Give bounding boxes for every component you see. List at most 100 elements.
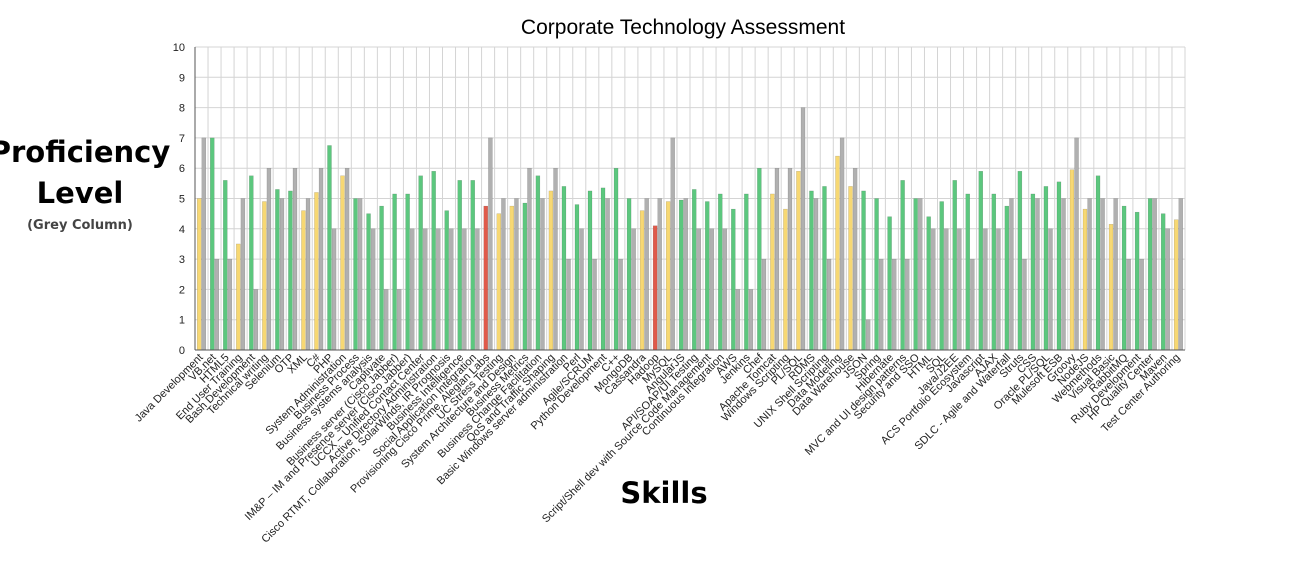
bar-proficiency-58 — [957, 228, 962, 351]
bar-rated-1 — [210, 137, 215, 351]
bar-rated-57 — [939, 201, 944, 351]
bar-rated-40 — [718, 193, 723, 351]
bar-rated-20 — [457, 180, 462, 351]
y-tick-label: 3 — [179, 254, 185, 266]
bar-rated-59 — [965, 193, 970, 351]
bar-proficiency-37 — [683, 198, 688, 351]
bar-rated-69 — [1095, 175, 1101, 351]
bar-rated-56 — [926, 216, 931, 351]
bar-rated-34 — [639, 210, 645, 351]
bar-rated-55 — [913, 198, 918, 351]
bar-proficiency-36 — [670, 137, 675, 351]
bar-rated-7 — [288, 190, 293, 351]
bar-rated-30 — [587, 190, 593, 351]
bar-rated-33 — [626, 198, 632, 351]
bar-proficiency-24 — [514, 198, 519, 351]
bar-rated-58 — [952, 180, 957, 351]
bar-proficiency-14 — [383, 289, 389, 351]
bar-rated-22 — [483, 205, 488, 351]
y-tick-label: 6 — [179, 163, 185, 175]
bar-rated-2 — [223, 180, 228, 351]
bar-proficiency-62 — [1009, 198, 1014, 351]
bar-proficiency-19 — [449, 228, 454, 351]
y-axis-label-note: (Grey Column) — [27, 218, 133, 233]
bar-proficiency-52 — [878, 258, 884, 351]
bar-rated-23 — [496, 213, 502, 351]
bar-proficiency-31 — [605, 198, 610, 351]
bar-proficiency-11 — [344, 167, 350, 351]
bar-rated-54 — [900, 180, 905, 351]
bar-proficiency-47 — [813, 198, 819, 351]
bar-proficiency-61 — [996, 228, 1001, 351]
bar-rated-73 — [1147, 198, 1153, 351]
y-tick-label: 7 — [179, 133, 185, 145]
bar-proficiency-60 — [983, 228, 988, 351]
bar-rated-36 — [665, 201, 671, 351]
bar-rated-14 — [379, 205, 384, 351]
bar-rated-8 — [301, 210, 306, 351]
bar-proficiency-66 — [1061, 198, 1066, 351]
bar-proficiency-0 — [201, 137, 207, 351]
bar-proficiency-17 — [423, 228, 428, 351]
bar-proficiency-40 — [722, 228, 728, 351]
bar-proficiency-50 — [852, 167, 858, 351]
bar-rated-0 — [197, 198, 202, 351]
bar-proficiency-68 — [1087, 198, 1092, 351]
bar-rated-66 — [1056, 181, 1062, 351]
bar-rated-12 — [353, 198, 358, 351]
bar-proficiency-20 — [462, 228, 467, 351]
bar-proficiency-29 — [579, 228, 584, 351]
chart-title: Corporate Technology Assessment — [521, 16, 845, 39]
bar-rated-5 — [262, 201, 267, 351]
bar-rated-50 — [848, 186, 853, 351]
bar-proficiency-10 — [331, 228, 337, 351]
y-axis-label-line2: Level — [37, 176, 124, 210]
bar-rated-61 — [991, 193, 997, 351]
bar-proficiency-73 — [1152, 198, 1157, 351]
bar-proficiency-55 — [918, 198, 923, 351]
bar-proficiency-70 — [1113, 198, 1118, 351]
bar-proficiency-53 — [892, 258, 897, 351]
bar-rated-44 — [770, 193, 775, 351]
bar-rated-41 — [731, 208, 736, 351]
bar-proficiency-59 — [970, 258, 975, 351]
y-tick-label: 0 — [179, 345, 185, 357]
bar-rated-10 — [327, 145, 332, 351]
bar-rated-38 — [692, 189, 697, 351]
bar-rated-29 — [574, 204, 580, 351]
y-tick-label: 4 — [179, 224, 185, 236]
bar-proficiency-30 — [592, 258, 597, 351]
y-tick-label: 8 — [179, 103, 185, 115]
bar-rated-68 — [1082, 208, 1088, 351]
bar-rated-21 — [470, 180, 475, 351]
bar-proficiency-7 — [292, 167, 298, 351]
bar-proficiency-42 — [748, 289, 754, 351]
bar-proficiency-13 — [370, 228, 376, 351]
bar-proficiency-26 — [540, 198, 545, 351]
bar-proficiency-6 — [279, 198, 285, 351]
bar-rated-46 — [796, 171, 801, 351]
bar-rated-43 — [757, 167, 762, 351]
bar-rated-39 — [705, 201, 710, 351]
bar-proficiency-74 — [1165, 228, 1170, 351]
bar-rated-11 — [340, 175, 345, 351]
bar-proficiency-35 — [657, 198, 662, 351]
bar-proficiency-12 — [357, 198, 363, 351]
bar-proficiency-57 — [944, 228, 949, 351]
bar-rated-74 — [1160, 213, 1166, 351]
bar-proficiency-15 — [397, 289, 402, 351]
bar-rated-45 — [783, 208, 788, 351]
bar-rated-48 — [822, 186, 827, 351]
bar-proficiency-72 — [1139, 258, 1144, 351]
bar-proficiency-67 — [1074, 137, 1079, 351]
bar-rated-6 — [275, 189, 280, 351]
bar-proficiency-32 — [618, 258, 623, 351]
bar-rated-51 — [861, 190, 866, 351]
bar-rated-60 — [978, 171, 983, 351]
bar-proficiency-44 — [774, 167, 780, 351]
bar-proficiency-25 — [527, 167, 532, 351]
y-tick-label: 10 — [173, 42, 185, 54]
bar-proficiency-21 — [475, 228, 480, 351]
